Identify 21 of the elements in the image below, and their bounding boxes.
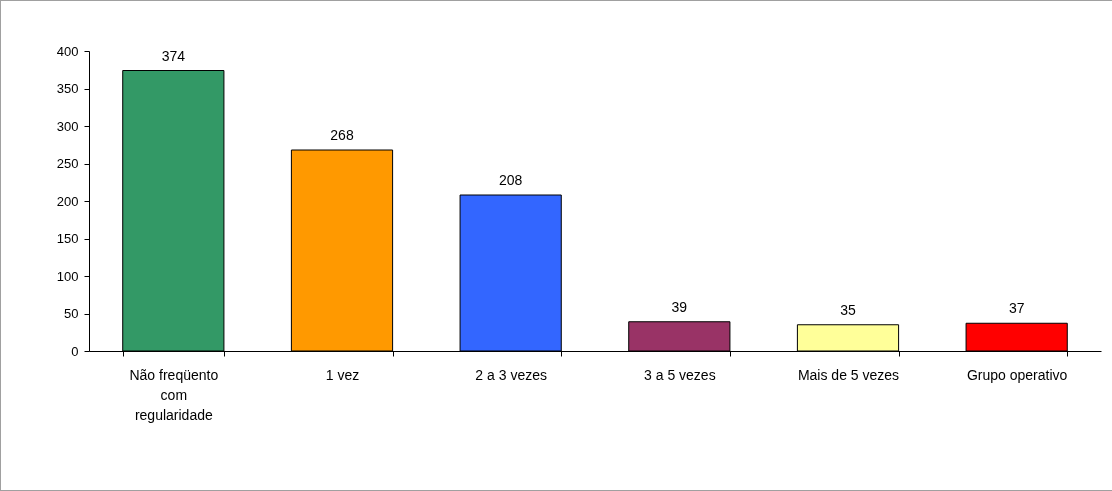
- x-tick-label: 1 vez: [325, 366, 360, 383]
- y-tick-label: 150: [56, 231, 79, 246]
- data-label: 39: [671, 298, 688, 315]
- x-tick-label: 3 a 5 vezes: [644, 366, 716, 383]
- data-label: 374: [161, 47, 186, 64]
- y-tick-label: 0: [71, 343, 79, 359]
- y-tick-label: 100: [56, 268, 79, 284]
- data-label: 208: [498, 172, 523, 188]
- x-tick-label: Mais de 5 vezes: [797, 366, 900, 383]
- data-label: 268: [330, 127, 354, 143]
- x-tick-label: 2 a 3 vezes: [475, 366, 547, 383]
- x-tick-label: Não freqüento com regularidade: [129, 366, 219, 423]
- data-label: 37: [1008, 300, 1025, 317]
- y-tick-label: 300: [56, 118, 79, 134]
- y-tick-label: 200: [56, 193, 79, 209]
- y-tick-label: 400: [56, 43, 79, 59]
- y-tick-label: 250: [56, 156, 79, 171]
- x-tick-label: Grupo operativo: [966, 366, 1068, 383]
- y-tick-label: 350: [56, 81, 79, 96]
- y-tick-label: 50: [64, 306, 79, 321]
- data-label: 35: [840, 301, 856, 318]
